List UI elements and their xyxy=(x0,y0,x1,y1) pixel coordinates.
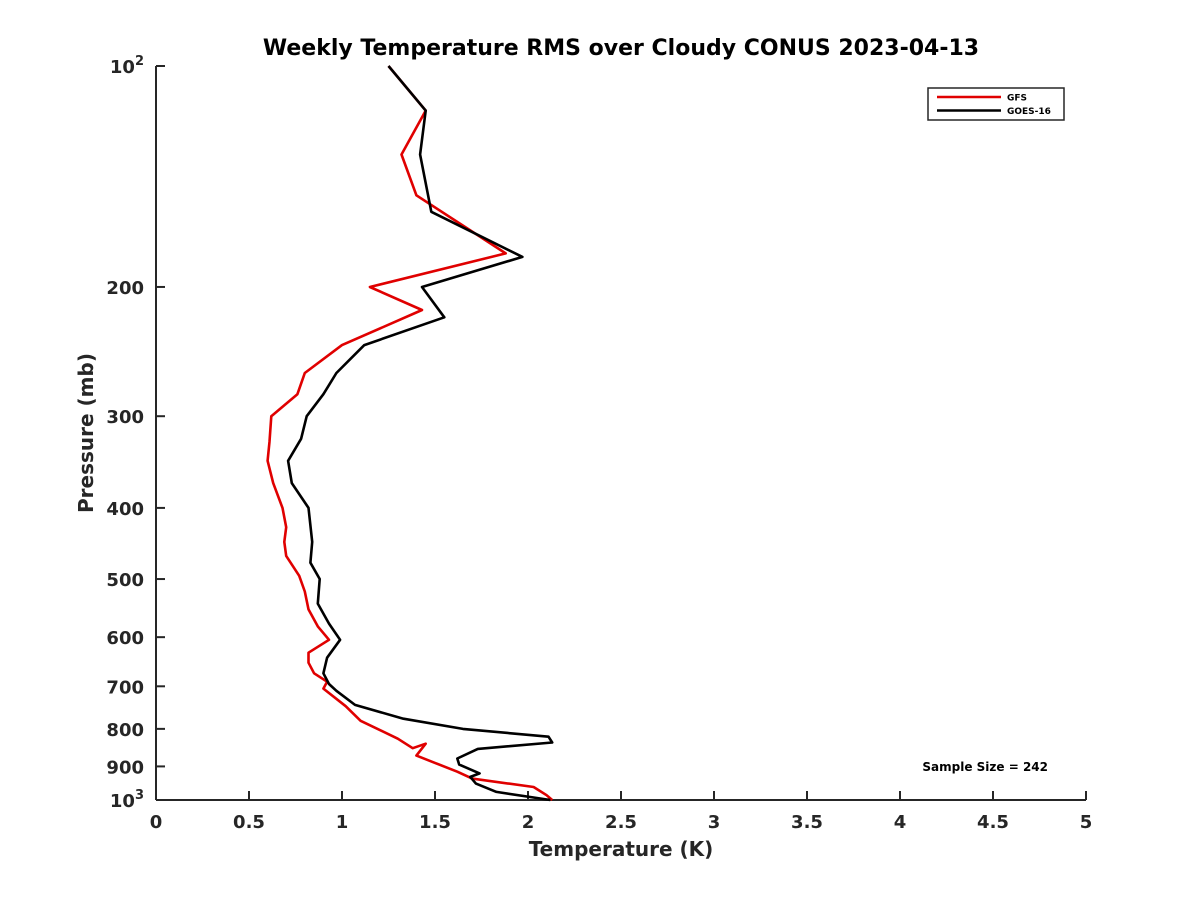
y-tick-label: 700 xyxy=(106,677,144,698)
x-tick-label: 0 xyxy=(150,812,163,833)
x-tick-label: 1 xyxy=(336,812,349,833)
series-line-goes-16 xyxy=(286,65,554,802)
y-tick-label: 103 xyxy=(110,788,144,812)
legend-label: GFS xyxy=(1007,94,1027,104)
x-tick-label: 3 xyxy=(708,812,721,833)
x-axis-label: Temperature (K) xyxy=(529,837,714,861)
x-tick-label: 0.5 xyxy=(233,812,265,833)
y-tick-label: 200 xyxy=(106,278,144,299)
y-axis-label: Pressure (mb) xyxy=(74,353,98,513)
x-tick-label: 4 xyxy=(894,812,907,833)
y-tick-label: 300 xyxy=(106,407,144,428)
x-tick-label: 2.5 xyxy=(605,812,637,833)
plot-area xyxy=(266,65,554,802)
axes: 0 0.5 1 1.5 2 2.5 3 3.5 4 4.5 5 102 200 300 400 500 600 7… xyxy=(106,54,1092,833)
y-tick-label: 102 xyxy=(110,54,144,78)
x-tick-label: 3.5 xyxy=(791,812,823,833)
chart-title: Weekly Temperature RMS over Cloudy CONUS… xyxy=(263,36,979,61)
y-tick-label: 500 xyxy=(106,570,144,591)
series-line-gfs xyxy=(266,65,554,801)
x-tick-label: 5 xyxy=(1080,812,1093,833)
y-tick-label: 400 xyxy=(106,499,144,520)
y-tick-label: 900 xyxy=(106,757,144,778)
x-tick-label: 4.5 xyxy=(977,812,1009,833)
x-tick-label: 2 xyxy=(522,812,535,833)
legend-box xyxy=(927,87,1065,121)
legend: GFS GOES-16 xyxy=(927,87,1065,121)
legend-label: GOES-16 xyxy=(1007,107,1051,117)
y-tick-label: 800 xyxy=(106,720,144,741)
y-tick-label: 600 xyxy=(106,628,144,649)
x-tick-label: 1.5 xyxy=(419,812,451,833)
sample-size-annotation: Sample Size = 242 xyxy=(922,760,1048,774)
